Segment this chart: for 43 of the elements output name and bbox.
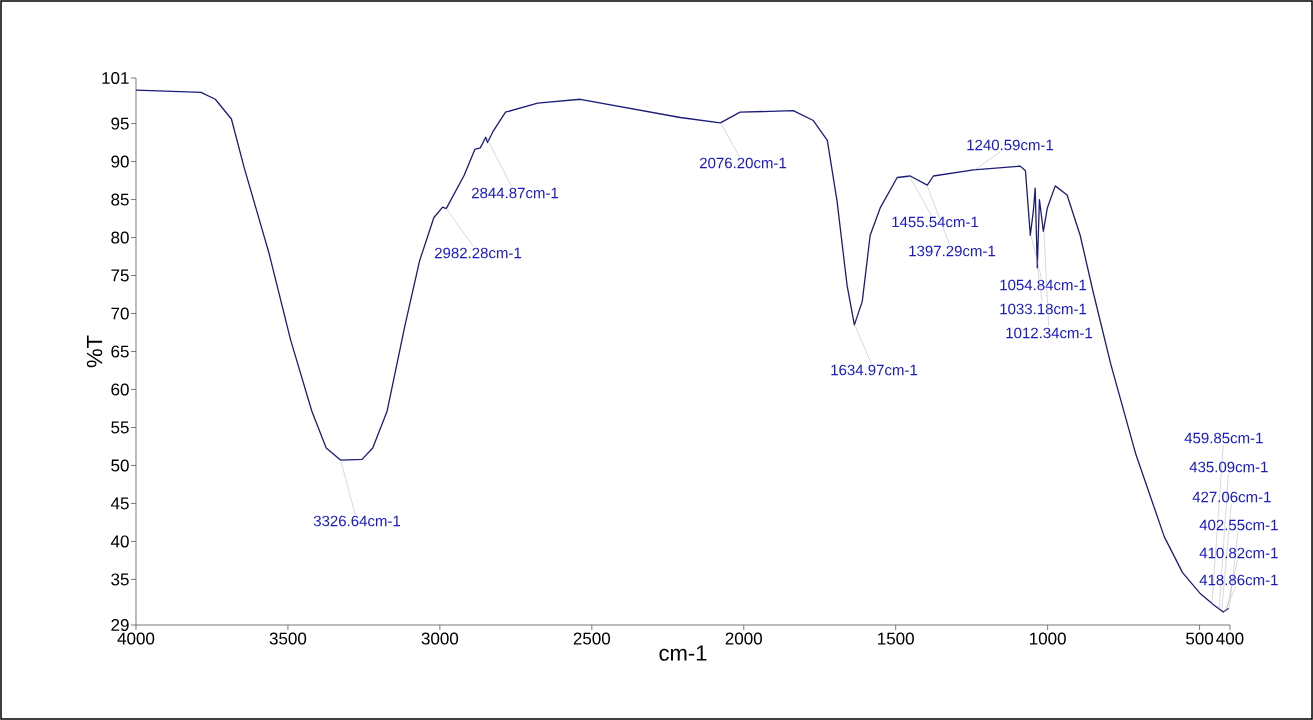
y-tick-label: 29 xyxy=(111,618,129,632)
x-tick-label: 1500 xyxy=(878,632,914,645)
y-axis-title: %T xyxy=(86,335,103,368)
y-tick-label: 35 xyxy=(111,573,129,586)
x-tick-label: 3500 xyxy=(269,632,307,645)
annotation: 435.09cm-1 xyxy=(1189,461,1268,473)
annotation: 1033.18cm-1 xyxy=(1000,303,1087,315)
annotation: 1012.34cm-1 xyxy=(1006,327,1093,339)
y-tick-label: 50 xyxy=(111,459,129,472)
annotation: 2844.87cm-1 xyxy=(471,187,559,199)
y-tick-label: 95 xyxy=(111,117,129,130)
y-tick-label: 70 xyxy=(111,307,129,320)
x-tick-label: 4000 xyxy=(117,632,155,645)
annotation: 427.06cm-1 xyxy=(1192,491,1271,503)
y-tick-label: 80 xyxy=(111,231,129,244)
annotation: 1455.54cm-1 xyxy=(892,216,979,228)
annotation: 3326.64cm-1 xyxy=(313,515,401,527)
annotation: 2982.28cm-1 xyxy=(434,247,522,259)
x-tick-label: 3000 xyxy=(421,632,459,645)
x-tick-label: 500 xyxy=(1186,632,1214,645)
y-tick-label: 60 xyxy=(111,383,129,396)
annotation: 410.82cm-1 xyxy=(1199,547,1278,559)
y-tick-label: 40 xyxy=(110,535,129,548)
x-tick-label: 400 xyxy=(1216,632,1244,645)
annotation: 402.55cm-1 xyxy=(1199,519,1278,531)
annotation: 1240.59cm-1 xyxy=(967,139,1054,151)
x-tick-label: 1000 xyxy=(1030,632,1066,645)
annotation: 2076.20cm-1 xyxy=(699,157,787,169)
annotation: 418.86cm-1 xyxy=(1199,574,1278,586)
x-tick-label: 2000 xyxy=(725,632,762,645)
y-tick-label: 75 xyxy=(111,269,129,282)
y-tick-label: 55 xyxy=(111,421,129,434)
y-tick-label: 90 xyxy=(111,155,129,168)
y-tick-label: 45 xyxy=(110,497,129,510)
y-tick-label: 101 xyxy=(102,71,129,85)
annotation: 1054.84cm-1 xyxy=(1000,279,1087,291)
y-tick-label: 85 xyxy=(111,193,129,206)
annotation: 1397.29cm-1 xyxy=(909,245,996,257)
y-tick-label: 65 xyxy=(111,345,129,358)
annotation: 459.85cm-1 xyxy=(1184,432,1263,444)
x-axis-title: cm-1 xyxy=(659,645,707,661)
annotation: 1634.97cm-1 xyxy=(831,364,918,376)
x-tick-label: 2500 xyxy=(573,632,611,645)
